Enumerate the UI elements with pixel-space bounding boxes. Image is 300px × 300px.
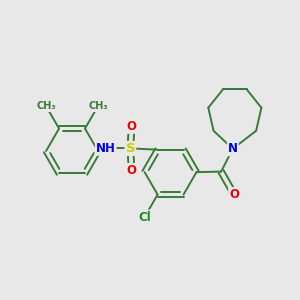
Text: S: S <box>126 142 135 155</box>
Text: N: N <box>228 142 238 155</box>
Text: CH₃: CH₃ <box>88 101 108 111</box>
Text: O: O <box>127 120 136 133</box>
Text: Cl: Cl <box>138 211 151 224</box>
Text: NH: NH <box>96 142 116 155</box>
Text: O: O <box>229 188 239 201</box>
Text: CH₃: CH₃ <box>36 101 56 111</box>
Text: O: O <box>127 164 136 177</box>
